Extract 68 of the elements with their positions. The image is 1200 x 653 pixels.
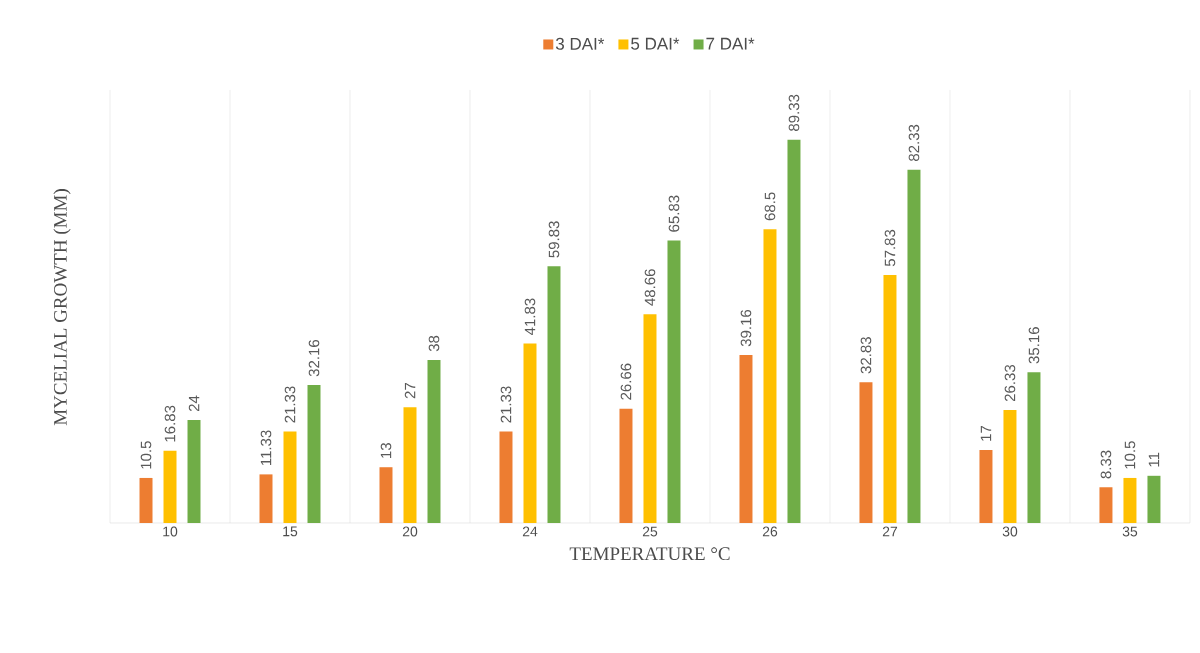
x-tick-label: 30 xyxy=(1002,526,1018,537)
bar xyxy=(427,359,441,523)
bar xyxy=(1099,487,1113,523)
data-label: 24 xyxy=(188,395,200,412)
data-label: 38 xyxy=(428,335,440,352)
data-label: 11.33 xyxy=(260,430,272,466)
bar xyxy=(403,407,417,523)
data-label: 57.83 xyxy=(884,229,896,267)
x-tick-label: 15 xyxy=(283,526,298,537)
bar xyxy=(739,355,753,523)
bar xyxy=(259,474,273,523)
bar xyxy=(283,431,297,523)
bar xyxy=(979,450,993,523)
bar xyxy=(787,139,801,523)
legend-label: 3 DAI* xyxy=(555,37,605,50)
y-axis-title: MYCELIAL GROWTH (MM) xyxy=(53,189,71,426)
data-label: 17 xyxy=(980,425,992,441)
data-label: 26.66 xyxy=(620,363,632,400)
bar xyxy=(1123,477,1137,523)
bar xyxy=(859,382,873,523)
data-label: 41.83 xyxy=(524,298,536,336)
data-label: 65.83 xyxy=(668,195,680,232)
data-label: 10.5 xyxy=(140,441,152,469)
x-tick-label: 26 xyxy=(762,526,778,537)
x-tick-label: 24 xyxy=(522,526,538,537)
data-label: 16.83 xyxy=(164,405,176,442)
bar xyxy=(139,477,153,523)
bar xyxy=(883,274,897,523)
bar xyxy=(1003,410,1017,523)
bar xyxy=(547,266,561,523)
bar xyxy=(619,408,633,523)
x-tick-label: 10 xyxy=(163,526,178,537)
data-label: 59.83 xyxy=(548,221,560,258)
x-tick-label: 25 xyxy=(642,526,658,537)
data-label: 32.83 xyxy=(860,337,872,374)
bar xyxy=(1027,372,1041,523)
bar xyxy=(907,169,921,523)
data-label: 39.16 xyxy=(740,309,752,347)
bar xyxy=(667,240,681,523)
bar xyxy=(763,229,777,523)
data-label: 82.33 xyxy=(908,124,920,161)
bar xyxy=(163,450,177,523)
data-label: 10.5 xyxy=(1124,441,1136,469)
bar xyxy=(379,467,393,523)
x-tick-label: 27 xyxy=(882,526,898,537)
data-label: 35.16 xyxy=(1028,327,1040,364)
bar xyxy=(1147,475,1161,523)
bar xyxy=(187,420,201,523)
data-label: 21.33 xyxy=(284,386,296,423)
x-tick-label: 35 xyxy=(1122,526,1138,537)
legend-label: 5 DAI* xyxy=(631,37,680,50)
bar xyxy=(643,314,657,523)
data-label: 89.33 xyxy=(788,94,800,131)
bar xyxy=(307,385,321,523)
data-label: 8.33 xyxy=(1100,450,1112,479)
data-label: 13 xyxy=(380,443,392,458)
legend-label: 7 DAI* xyxy=(706,37,755,50)
data-label: 26.33 xyxy=(1004,364,1016,402)
data-label: 68.5 xyxy=(764,192,776,221)
data-label: 32.16 xyxy=(308,339,320,377)
bar xyxy=(499,431,513,523)
data-label: 21.33 xyxy=(500,386,512,423)
x-tick-label: 20 xyxy=(402,526,418,537)
data-label: 48.66 xyxy=(644,269,656,306)
x-axis-title: TEMPERATURE °C xyxy=(569,547,730,561)
data-label: 11 xyxy=(1148,452,1160,467)
bar xyxy=(523,343,537,523)
data-label: 27 xyxy=(404,383,416,399)
